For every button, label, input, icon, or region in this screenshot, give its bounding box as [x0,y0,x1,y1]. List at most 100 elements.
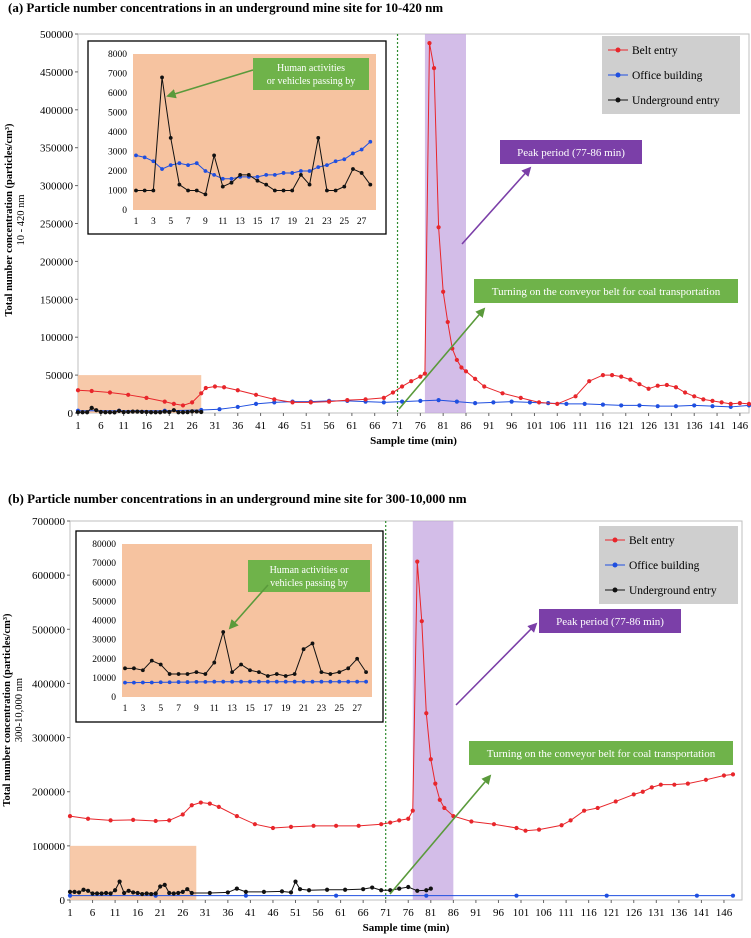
inset-series-line [125,631,367,677]
inset-data-point [342,184,347,189]
x-tick-label: 111 [558,907,574,919]
inset-data-point [265,674,270,678]
x-tick-label: 96 [493,907,505,919]
x-tick-label: 46 [267,907,279,919]
data-point [308,400,313,405]
inset-data-point [316,165,321,170]
inset-data-point [158,680,163,685]
inset-y-tick-label: 40000 [92,617,116,627]
data-point [595,805,600,811]
legend-label: Belt entry [629,535,675,547]
data-point [454,357,459,363]
annotation-peak-arrow [455,622,538,706]
inset-x-tick-label: 5 [158,704,163,714]
inset-x-tick-label: 1 [134,217,139,227]
data-point [409,379,414,384]
data-point [108,818,113,823]
annotation-human-text: Human activities or vehicles passing by [270,565,350,589]
data-point [500,391,505,396]
legend: Belt entry Office building Underground ent… [602,36,740,114]
inset-data-point [274,672,279,676]
data-point [90,891,95,896]
y-tick-label: 700000 [32,516,66,528]
data-point [311,823,316,828]
legend-label: Underground entry [629,585,717,597]
data-point [613,799,618,804]
data-point [442,805,447,811]
data-point [326,399,332,404]
inset-data-point [167,672,172,676]
inset-y-tick-label: 2000 [108,167,127,177]
data-point [272,397,277,402]
annotation-conveyor-box [469,741,733,765]
data-point [131,817,136,822]
y-tick-label: 200000 [32,787,66,799]
data-point [710,404,715,409]
data-point [523,828,528,833]
data-point [75,410,81,415]
inset-data-point [239,662,243,667]
x-tick-label: 126 [626,907,643,919]
inset-data-point [230,670,235,675]
data-point [89,405,94,410]
x-tick-label: 1 [67,907,73,919]
data-point [672,782,677,787]
y-tick-label: 50000 [46,370,74,382]
y-tick-label: 250000 [40,219,74,231]
inset-y-tick-label: 10000 [92,674,116,684]
inset-y-tick-label: 20000 [92,655,116,665]
data-point [126,392,131,397]
inset-series-line [135,141,371,180]
legend-label: Office building [632,70,703,82]
inset-x-tick-label: 5 [168,217,173,227]
data-point [72,889,77,894]
data-point [428,757,433,762]
data-point [199,391,204,396]
data-point [94,891,100,896]
peak-period-band [424,34,466,413]
data-point [158,410,163,415]
annotation-conveyor-text: Turning on the conveyor belt for coal tr… [487,748,716,760]
data-point [162,409,167,414]
data-point [728,401,733,407]
data-point [600,373,606,378]
x-tick-label: 26 [187,420,199,432]
data-point [381,395,386,400]
inset-data-point [220,176,225,181]
annotation-human-box [248,560,370,592]
data-point [135,409,140,414]
annotation-peak-box [500,140,642,164]
inset-data-point [134,188,138,193]
data-point [436,398,441,403]
inset-chart: 0 10000 20000 30000 40000 50000 60000 70000 8000… [75,530,384,723]
data-point [415,888,420,893]
inset-data-point [298,173,303,177]
annotation-human-text: Human activities or vehicles passing by [267,63,356,87]
inset-data-point [255,178,260,183]
x-tick-label: 141 [693,907,710,919]
x-tick-label: 26 [177,907,189,919]
data-point [437,797,442,802]
y-tick-label: 0 [60,895,66,907]
inset-data-point [151,159,156,164]
x-tick-label: 6 [98,420,104,432]
x-tick-label: 81 [425,907,436,919]
data-point [536,400,542,405]
data-point [730,893,736,898]
data-point [619,403,624,408]
data-point [162,882,167,887]
data-point [343,887,348,892]
inset-series-line [125,681,367,684]
annotation-peak-text: Peak period (77-86 min) [556,616,664,628]
legend-swatch-marker [612,587,618,593]
data-point [290,400,295,405]
data-point [703,777,709,782]
data-point [631,792,636,797]
inset-data-point [272,173,277,177]
inset-x-tick-label: 7 [186,217,191,227]
y-tick-label: 400000 [32,678,66,690]
y-tick-label: 150000 [40,294,74,306]
data-point [422,371,428,376]
inset-data-point [246,173,251,177]
